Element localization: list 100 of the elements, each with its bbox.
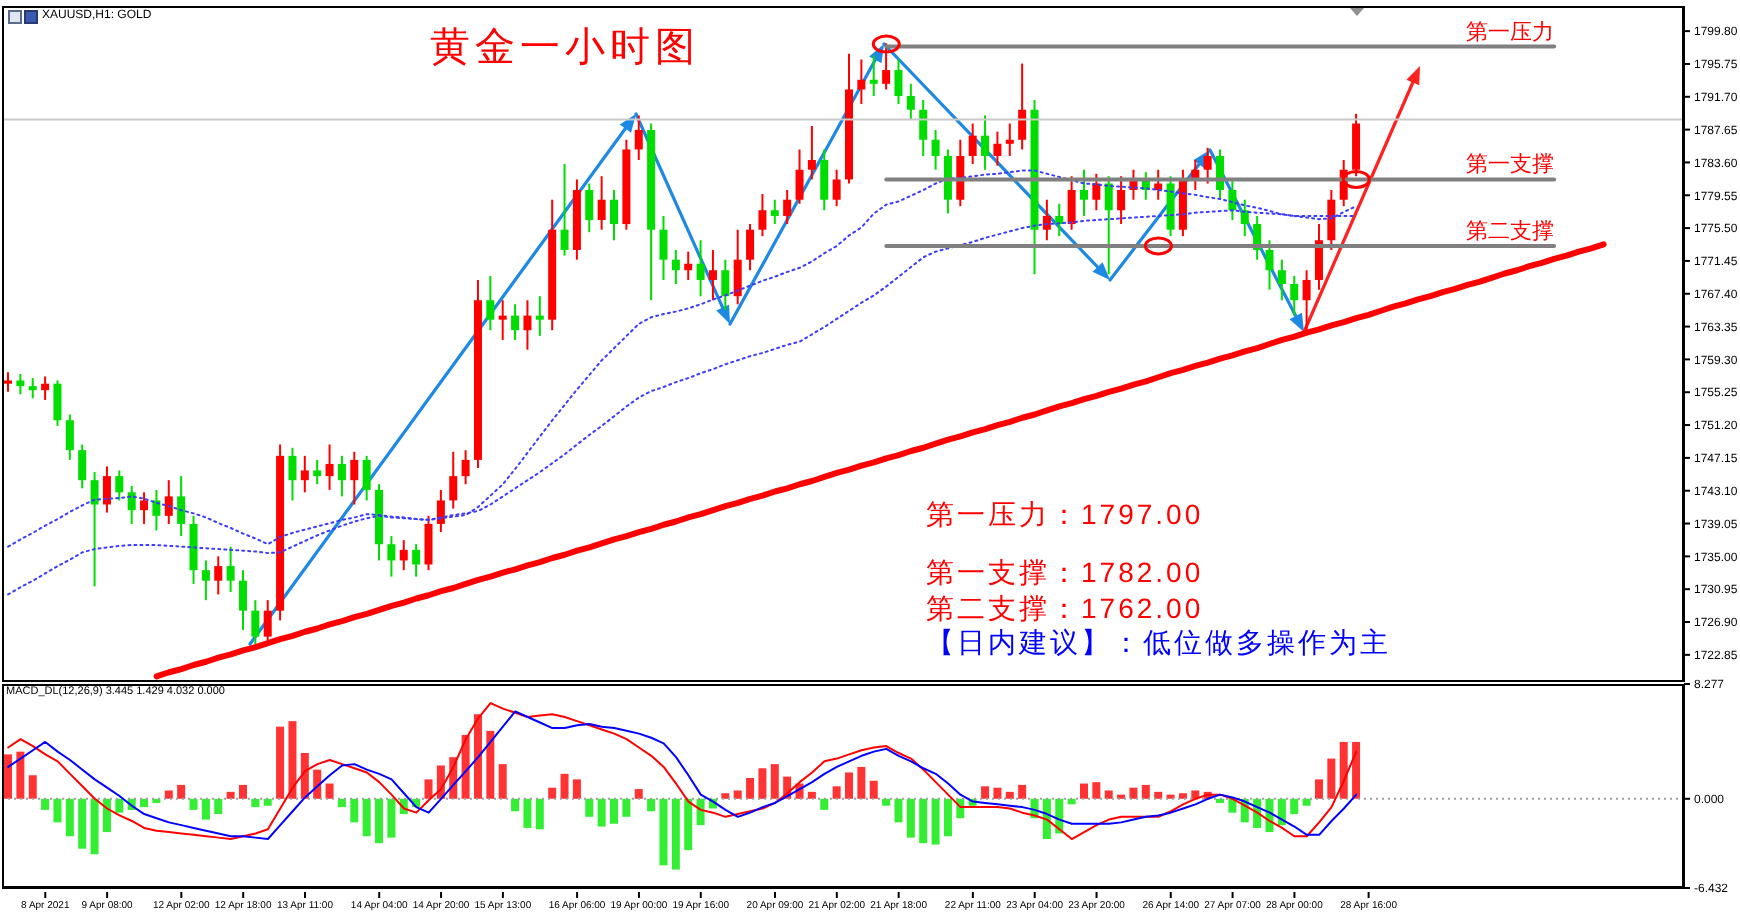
- bar: [1178, 793, 1187, 799]
- candlestick: [350, 450, 359, 506]
- candlestick: [1166, 175, 1175, 238]
- bar: [375, 798, 384, 844]
- candlestick: [610, 189, 619, 242]
- bar: [115, 798, 124, 813]
- bar: [943, 798, 952, 837]
- candlestick: [560, 163, 569, 257]
- candlestick: [1079, 168, 1088, 217]
- bar: [597, 798, 606, 827]
- bar: [807, 791, 816, 799]
- candlestick: [1203, 146, 1212, 185]
- bar: [610, 798, 619, 824]
- bar: [424, 779, 433, 799]
- bar: [473, 714, 482, 799]
- candlestick: [238, 569, 247, 632]
- candlestick: [1042, 198, 1051, 242]
- bar: [1302, 798, 1311, 806]
- bar: [1314, 779, 1323, 799]
- bar: [177, 784, 186, 799]
- candlestick: [263, 599, 272, 642]
- candlestick: [733, 228, 742, 306]
- series-label: 第二支撑: [1466, 217, 1555, 244]
- annotation: 第二支撑：1762.00: [926, 591, 1204, 623]
- candlestick: [535, 295, 544, 337]
- candlestick: [1005, 122, 1014, 157]
- bar: [845, 772, 853, 799]
- bar: [622, 798, 631, 817]
- bar: [1104, 790, 1113, 799]
- bar: [300, 753, 309, 799]
- candlestick: [931, 129, 940, 171]
- candlestick: [523, 299, 532, 351]
- candlestick: [708, 248, 717, 302]
- bar: [53, 798, 62, 823]
- bar: [894, 798, 903, 823]
- candlestick: [659, 214, 668, 281]
- bar: [1327, 758, 1336, 799]
- candlestick: [140, 491, 149, 525]
- bar: [634, 789, 643, 799]
- candlestick: [16, 372, 25, 396]
- candlestick: [1302, 269, 1311, 332]
- bar: [461, 735, 470, 799]
- candlestick: [634, 114, 643, 161]
- bar: [102, 798, 111, 833]
- bar: [671, 798, 680, 870]
- bar: [1005, 791, 1014, 799]
- candlestick: [164, 479, 173, 525]
- candlestick: [1092, 172, 1101, 212]
- candlestick: [189, 514, 198, 585]
- candlestick: [671, 248, 680, 286]
- candlestick: [795, 148, 804, 205]
- bar: [201, 798, 210, 820]
- bar: [548, 787, 557, 799]
- bar: [288, 721, 297, 799]
- bar: [214, 798, 223, 815]
- bar: [770, 764, 779, 799]
- candlestick: [41, 375, 50, 401]
- bar: [721, 793, 730, 799]
- candlestick: [906, 82, 915, 121]
- candlestick: [1018, 62, 1027, 151]
- candlestick: [1228, 178, 1237, 221]
- candlestick: [325, 443, 334, 491]
- candlestick: [449, 450, 458, 510]
- candlestick: [1265, 239, 1274, 291]
- bar: [869, 780, 878, 799]
- bar: [832, 786, 841, 799]
- candlestick: [127, 484, 136, 525]
- candlestick: [28, 377, 37, 400]
- candlestick: [894, 58, 903, 106]
- candlestick: [362, 454, 371, 502]
- bar: [511, 798, 520, 812]
- bar: [140, 798, 149, 808]
- candlestick: [684, 250, 693, 281]
- bar: [931, 798, 940, 845]
- candlestick: [436, 488, 445, 534]
- bar: [1129, 787, 1138, 799]
- bar: [919, 798, 928, 844]
- bar: [882, 798, 891, 806]
- bar: [820, 798, 829, 810]
- candlestick: [919, 99, 928, 157]
- bar: [560, 773, 569, 799]
- bar: [733, 790, 742, 799]
- candlestick: [65, 413, 74, 461]
- candlestick: [758, 193, 767, 238]
- bar: [523, 798, 532, 828]
- candlestick: [511, 303, 520, 341]
- bar: [1228, 798, 1237, 813]
- bar: [78, 798, 87, 849]
- bar: [325, 783, 334, 799]
- candlestick: [696, 239, 705, 298]
- annotation: 【日内建议】：低位做多操作为主: [926, 626, 1391, 658]
- bar: [189, 798, 198, 810]
- bar: [387, 798, 396, 838]
- candlestick: [288, 446, 297, 502]
- bar: [981, 786, 990, 799]
- bar: [498, 764, 507, 799]
- annotation: 第一压力：1797.00: [926, 498, 1204, 530]
- candlestick: [820, 148, 829, 212]
- bar: [906, 798, 915, 838]
- candlestick: [746, 223, 755, 272]
